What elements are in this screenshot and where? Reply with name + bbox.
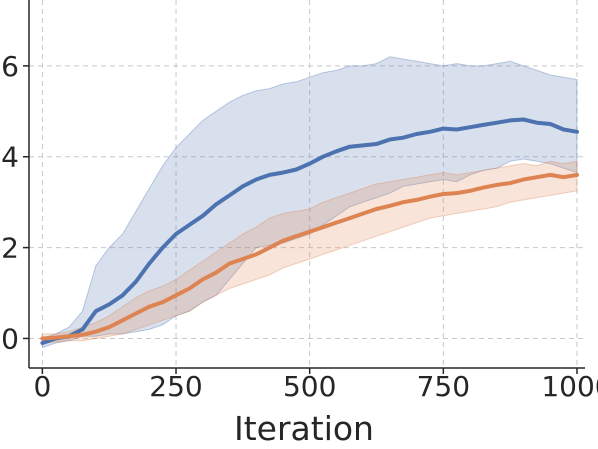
series-1-line <box>40 117 579 345</box>
series-2-line <box>40 172 579 341</box>
x-tick-label: 500 <box>283 370 336 403</box>
x-tick-label: 750 <box>417 370 470 403</box>
axes <box>28 0 585 369</box>
y-tick-label: 4 <box>1 141 19 174</box>
grid <box>29 0 585 368</box>
y-tick-label: 2 <box>1 232 19 265</box>
series-lines <box>40 117 579 345</box>
confidence-bands <box>41 56 578 349</box>
x-tick-label: 0 <box>33 370 51 403</box>
x-tick-label: 250 <box>149 370 202 403</box>
series-2-band <box>41 160 578 344</box>
x-axis-title: Iteration <box>234 409 374 448</box>
y-tick-label: 6 <box>1 50 19 83</box>
y-tick-label: 0 <box>1 322 19 355</box>
